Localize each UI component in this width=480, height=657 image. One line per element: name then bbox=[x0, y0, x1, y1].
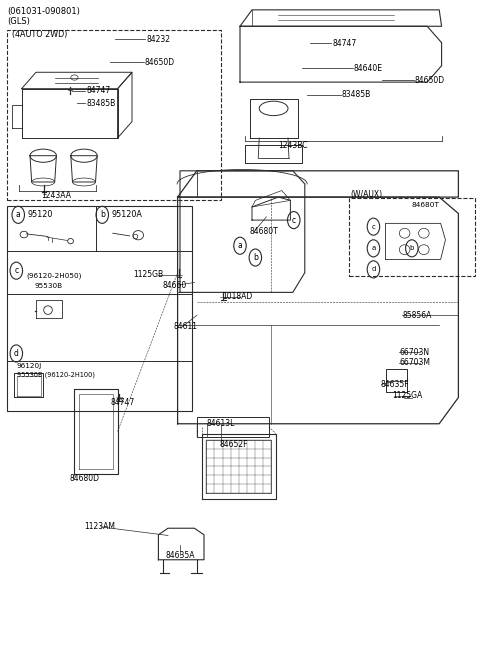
Text: 1123AM: 1123AM bbox=[84, 522, 115, 532]
Text: c: c bbox=[14, 266, 18, 275]
Text: d: d bbox=[14, 349, 19, 358]
Text: 84660: 84660 bbox=[162, 281, 187, 290]
Bar bbox=[7, 30, 221, 200]
Text: 1243BC: 1243BC bbox=[278, 141, 308, 150]
Text: 84650D: 84650D bbox=[145, 58, 175, 67]
Text: d: d bbox=[371, 266, 376, 273]
Text: c: c bbox=[372, 223, 375, 230]
Bar bbox=[7, 206, 192, 411]
Bar bbox=[349, 198, 475, 276]
Text: (W/AUX): (W/AUX) bbox=[350, 190, 383, 199]
Text: 84747: 84747 bbox=[86, 86, 111, 95]
Text: 95120: 95120 bbox=[28, 210, 53, 219]
Text: 84747: 84747 bbox=[332, 39, 357, 48]
Text: 1125GA: 1125GA bbox=[393, 391, 423, 400]
Text: b: b bbox=[253, 253, 258, 262]
Text: 85856A: 85856A bbox=[402, 311, 432, 320]
Text: c: c bbox=[292, 215, 296, 225]
Text: (GLS): (GLS) bbox=[7, 17, 30, 26]
Text: 96120J: 96120J bbox=[17, 363, 42, 369]
Text: 84611: 84611 bbox=[174, 322, 198, 331]
Text: 84613L: 84613L bbox=[206, 419, 235, 428]
Bar bbox=[386, 369, 407, 392]
Text: 84747: 84747 bbox=[110, 397, 135, 407]
Text: 84680D: 84680D bbox=[70, 474, 100, 483]
Text: 84232: 84232 bbox=[146, 35, 170, 44]
Text: 84652F: 84652F bbox=[220, 440, 248, 449]
Text: 95530B: 95530B bbox=[35, 283, 63, 289]
Text: 84640E: 84640E bbox=[354, 64, 383, 73]
Text: 84635F: 84635F bbox=[381, 380, 409, 389]
Text: 66703M: 66703M bbox=[399, 358, 431, 367]
Text: 84650D: 84650D bbox=[415, 76, 445, 85]
Text: 84635A: 84635A bbox=[166, 551, 195, 560]
Text: (96120-2H050): (96120-2H050) bbox=[26, 273, 82, 279]
Text: 83485B: 83485B bbox=[86, 99, 116, 108]
Text: b: b bbox=[409, 245, 414, 252]
Text: 84680T: 84680T bbox=[412, 202, 440, 208]
Text: b: b bbox=[100, 210, 105, 219]
Text: (061031-090801): (061031-090801) bbox=[7, 7, 80, 16]
Text: 66703N: 66703N bbox=[399, 348, 430, 357]
Text: a: a bbox=[372, 245, 375, 252]
Text: 95530B (96120-2H100): 95530B (96120-2H100) bbox=[17, 371, 95, 378]
Text: 1018AD: 1018AD bbox=[222, 292, 252, 302]
Bar bbox=[197, 417, 269, 437]
Text: 95120A: 95120A bbox=[111, 210, 142, 219]
Text: 84680T: 84680T bbox=[250, 227, 278, 236]
Text: a: a bbox=[16, 210, 21, 219]
Text: 1243AA: 1243AA bbox=[41, 191, 71, 200]
Text: 83485B: 83485B bbox=[342, 90, 371, 99]
Text: 1125GB: 1125GB bbox=[133, 270, 164, 279]
Text: (4AUTO 2WD): (4AUTO 2WD) bbox=[12, 30, 67, 39]
Text: a: a bbox=[238, 241, 242, 250]
